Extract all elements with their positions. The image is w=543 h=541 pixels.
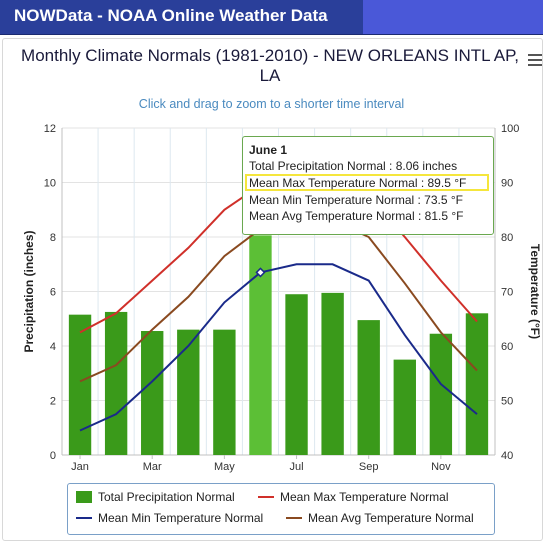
y-tick-left: 4: [50, 341, 56, 353]
tooltip-line-min: Mean Min Temperature Normal : 73.5 °F: [249, 193, 463, 207]
tooltip-line-max: Mean Max Temperature Normal : 89.5 °F: [249, 176, 467, 190]
y-tick-right: 60: [501, 341, 513, 353]
chart-tooltip: June 1 Total Precipitation Normal : 8.06…: [242, 136, 494, 235]
precip-bar: [429, 333, 453, 455]
legend-label: Total Precipitation Normal: [98, 490, 235, 504]
y-axis-title-right: Temperature (°F): [528, 244, 542, 339]
legend-item-precip[interactable]: Total Precipitation Normal: [76, 490, 235, 504]
y-tick-right: 100: [501, 123, 519, 135]
y-tick-left: 8: [50, 232, 56, 244]
legend-swatch: [258, 496, 274, 498]
legend-label: Mean Min Temperature Normal: [98, 511, 264, 525]
y-tick-right: 70: [501, 287, 513, 299]
y-tick-left: 0: [50, 450, 56, 462]
legend-item-max[interactable]: Mean Max Temperature Normal: [258, 490, 449, 504]
precip-bar: [357, 320, 380, 455]
window-titlebar: NOWData - NOAA Online Weather Data: [0, 0, 543, 35]
precip-bar: [249, 235, 272, 455]
y-tick-right: 40: [501, 450, 513, 462]
legend-label: Mean Max Temperature Normal: [280, 490, 449, 504]
titlebar-accent: [363, 0, 543, 34]
tooltip-highlight: [245, 174, 489, 191]
precip-bar: [285, 294, 308, 455]
legend-swatch: [76, 491, 92, 503]
precip-bar: [321, 292, 344, 455]
x-tick-label: Sep: [359, 461, 379, 473]
chart-legend: Total Precipitation Normal Mean Max Temp…: [67, 483, 495, 535]
temp-line: [79, 263, 478, 432]
chart-title: Monthly Climate Normals (1981-2010) - NE…: [21, 46, 519, 85]
precip-bar: [465, 313, 489, 455]
x-tick-label: Jan: [71, 461, 89, 473]
legend-item-avg[interactable]: Mean Avg Temperature Normal: [286, 511, 474, 525]
y-tick-left: 10: [44, 178, 56, 190]
legend-swatch: [286, 517, 302, 519]
precip-bar: [393, 359, 416, 455]
precip-bar: [213, 329, 236, 455]
y-tick-left: 12: [44, 123, 56, 135]
precip-bar: [68, 314, 92, 455]
y-tick-right: 90: [501, 178, 513, 190]
legend-label: Mean Avg Temperature Normal: [308, 511, 474, 525]
y-tick-left: 6: [50, 287, 56, 299]
x-tick-label: Mar: [143, 461, 162, 473]
y-tick-left: 2: [50, 396, 56, 408]
hover-marker: [255, 267, 266, 278]
y-axis-title-left: Precipitation (inches): [22, 230, 36, 352]
legend-item-min[interactable]: Mean Min Temperature Normal: [76, 511, 263, 525]
precip-bar: [177, 329, 200, 455]
chart-panel: [2, 38, 543, 541]
window-title: NOWData - NOAA Online Weather Data: [14, 6, 328, 25]
tooltip-line-avg: Mean Avg Temperature Normal : 81.5 °F: [249, 209, 464, 223]
x-tick-label: Jul: [290, 461, 304, 473]
precip-bar: [104, 311, 128, 455]
legend-swatch: [76, 517, 92, 519]
y-tick-right: 80: [501, 232, 513, 244]
zoom-hint: Click and drag to zoom to a shorter time…: [138, 97, 405, 111]
tooltip-line-precip: Total Precipitation Normal : 8.06 inches: [249, 159, 458, 173]
x-tick-label: Nov: [431, 461, 451, 473]
x-tick-label: May: [214, 461, 235, 473]
chart-menu-icon[interactable]: [528, 54, 542, 68]
tooltip-header: June 1: [249, 143, 288, 157]
precip-bar: [141, 331, 164, 455]
y-tick-right: 50: [501, 396, 513, 408]
